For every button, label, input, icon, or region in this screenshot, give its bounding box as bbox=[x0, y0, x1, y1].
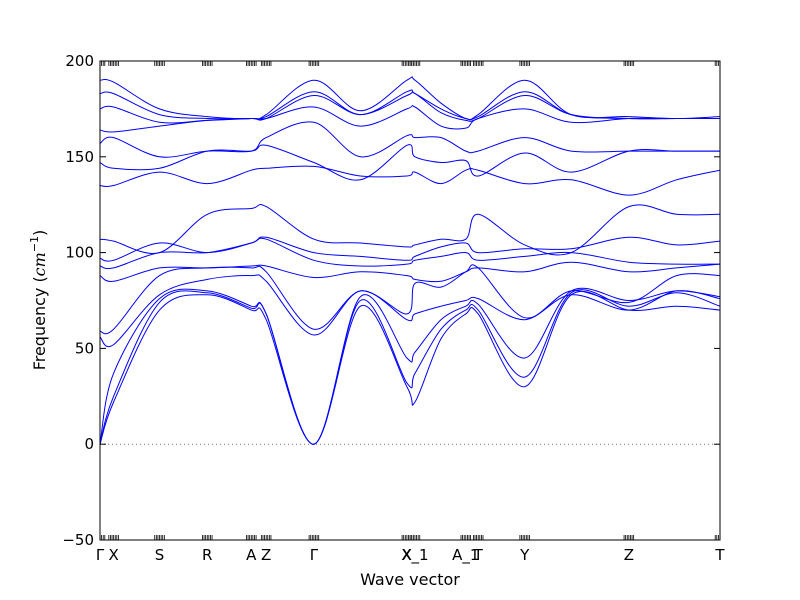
x-tick-label-4: R bbox=[202, 546, 212, 564]
phonon-branch-12 bbox=[100, 121, 720, 158]
phonon-branch-1 bbox=[100, 290, 720, 445]
phonon-branch-16 bbox=[100, 76, 720, 121]
x-tick-label-14: T bbox=[714, 546, 725, 564]
phonon-branch-6 bbox=[100, 261, 720, 283]
phonon-branch-8 bbox=[100, 236, 720, 262]
x-tick-label-9: X_1 bbox=[401, 546, 428, 565]
y-tick-label: −50 bbox=[62, 531, 94, 549]
series-group bbox=[100, 76, 720, 445]
x-axis-label: Wave vector bbox=[360, 570, 460, 589]
x-tick-label-11: T bbox=[473, 546, 484, 564]
y-axis-label-open-paren: ( bbox=[30, 276, 49, 287]
phonon-branch-11 bbox=[100, 144, 720, 181]
y-tick-label: 200 bbox=[65, 52, 94, 70]
x-tick-label-5: A bbox=[246, 546, 257, 564]
x-tick-label-7: Γ bbox=[310, 546, 319, 564]
plot-frame bbox=[99, 60, 721, 541]
y-tick-label: 50 bbox=[75, 339, 94, 357]
phonon-branch-4 bbox=[100, 274, 720, 348]
phonon-branch-2 bbox=[100, 289, 720, 445]
x-tick-label-10: A_1 bbox=[452, 546, 479, 565]
y-axis-label-close-paren: ) bbox=[30, 230, 49, 236]
x-tick-label-2: X bbox=[108, 546, 118, 564]
x-tick-label-8: X bbox=[402, 546, 412, 564]
x-tick-label-1: Γ bbox=[96, 546, 105, 564]
x-tick-label-12: Y bbox=[519, 546, 530, 564]
y-axis-unit-exponent: −1 bbox=[28, 236, 41, 252]
phonon-branch-7 bbox=[100, 237, 720, 270]
y-axis-label: Frequency (cm−1) bbox=[28, 230, 49, 371]
y-axis-label-text: Frequency bbox=[30, 288, 49, 371]
y-axis-unit: cm bbox=[30, 252, 49, 276]
x-tick-label-3: S bbox=[155, 546, 165, 564]
phonon-branch-10 bbox=[100, 165, 720, 196]
y-tick-label: 0 bbox=[84, 435, 94, 453]
x-tick-label-6: Z bbox=[261, 546, 271, 564]
y-tick-label: 150 bbox=[65, 148, 94, 166]
x-tick-label-13: Z bbox=[624, 546, 634, 564]
y-tick-label: 100 bbox=[65, 244, 94, 262]
phonon-branch-9 bbox=[100, 204, 720, 256]
